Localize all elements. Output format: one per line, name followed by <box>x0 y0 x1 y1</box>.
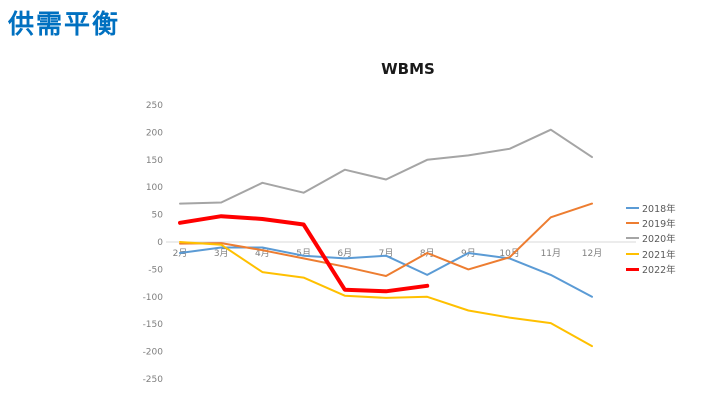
y-axis-label: 50 <box>152 211 164 221</box>
series-line-2019 <box>179 202 593 277</box>
series-line-2022 <box>178 214 430 294</box>
legend-item-2022: 2022年 <box>626 262 676 277</box>
y-axis-label: 150 <box>146 156 163 166</box>
legend-label: 2021年 <box>642 249 676 261</box>
chart-title: WBMS <box>381 60 435 78</box>
legend-label: 2018年 <box>642 203 676 215</box>
page-title: 供需平衡 <box>8 10 121 40</box>
y-axis-label: 250 <box>146 101 163 111</box>
legend-item-2019: 2019年 <box>626 215 676 230</box>
legend-swatch-icon <box>626 222 639 225</box>
legend-label: 2020年 <box>642 234 676 246</box>
x-axis-label: 10月 <box>499 248 519 259</box>
x-axis-label: 11月 <box>541 248 561 259</box>
legend-swatch-icon <box>626 267 639 271</box>
y-axis-label: -200 <box>143 348 164 358</box>
series-line-2020 <box>179 128 593 205</box>
legend-label: 2019年 <box>642 219 676 231</box>
x-axis-label: 3月 <box>214 248 229 259</box>
legend-swatch-icon <box>626 252 639 255</box>
y-axis-label: -50 <box>148 265 163 275</box>
y-axis-label: 100 <box>146 183 163 193</box>
legend-item-2020: 2020年 <box>626 231 676 246</box>
legend-item-2021: 2021年 <box>626 246 676 261</box>
series-line-2021 <box>179 241 593 348</box>
x-axis-label: 12月 <box>582 248 602 259</box>
legend-swatch-icon <box>626 237 639 240</box>
legend-item-2018: 2018年 <box>626 200 676 215</box>
y-axis-label: -250 <box>143 375 164 385</box>
y-axis-label: 0 <box>157 238 163 248</box>
x-axis-label: 6月 <box>337 248 352 259</box>
x-axis-label: 4月 <box>255 248 270 259</box>
legend-label: 2022年 <box>642 265 676 277</box>
y-axis-label: 200 <box>146 128 163 138</box>
x-axis-label: 5月 <box>296 248 311 259</box>
y-axis-label: -150 <box>143 320 164 330</box>
chart-legend: 2018年 2019年 2020年 2021年 2022年 <box>626 200 676 277</box>
legend-swatch-icon <box>626 206 639 209</box>
y-axis-label: -100 <box>143 293 164 303</box>
x-axis-label: 7月 <box>379 248 394 259</box>
